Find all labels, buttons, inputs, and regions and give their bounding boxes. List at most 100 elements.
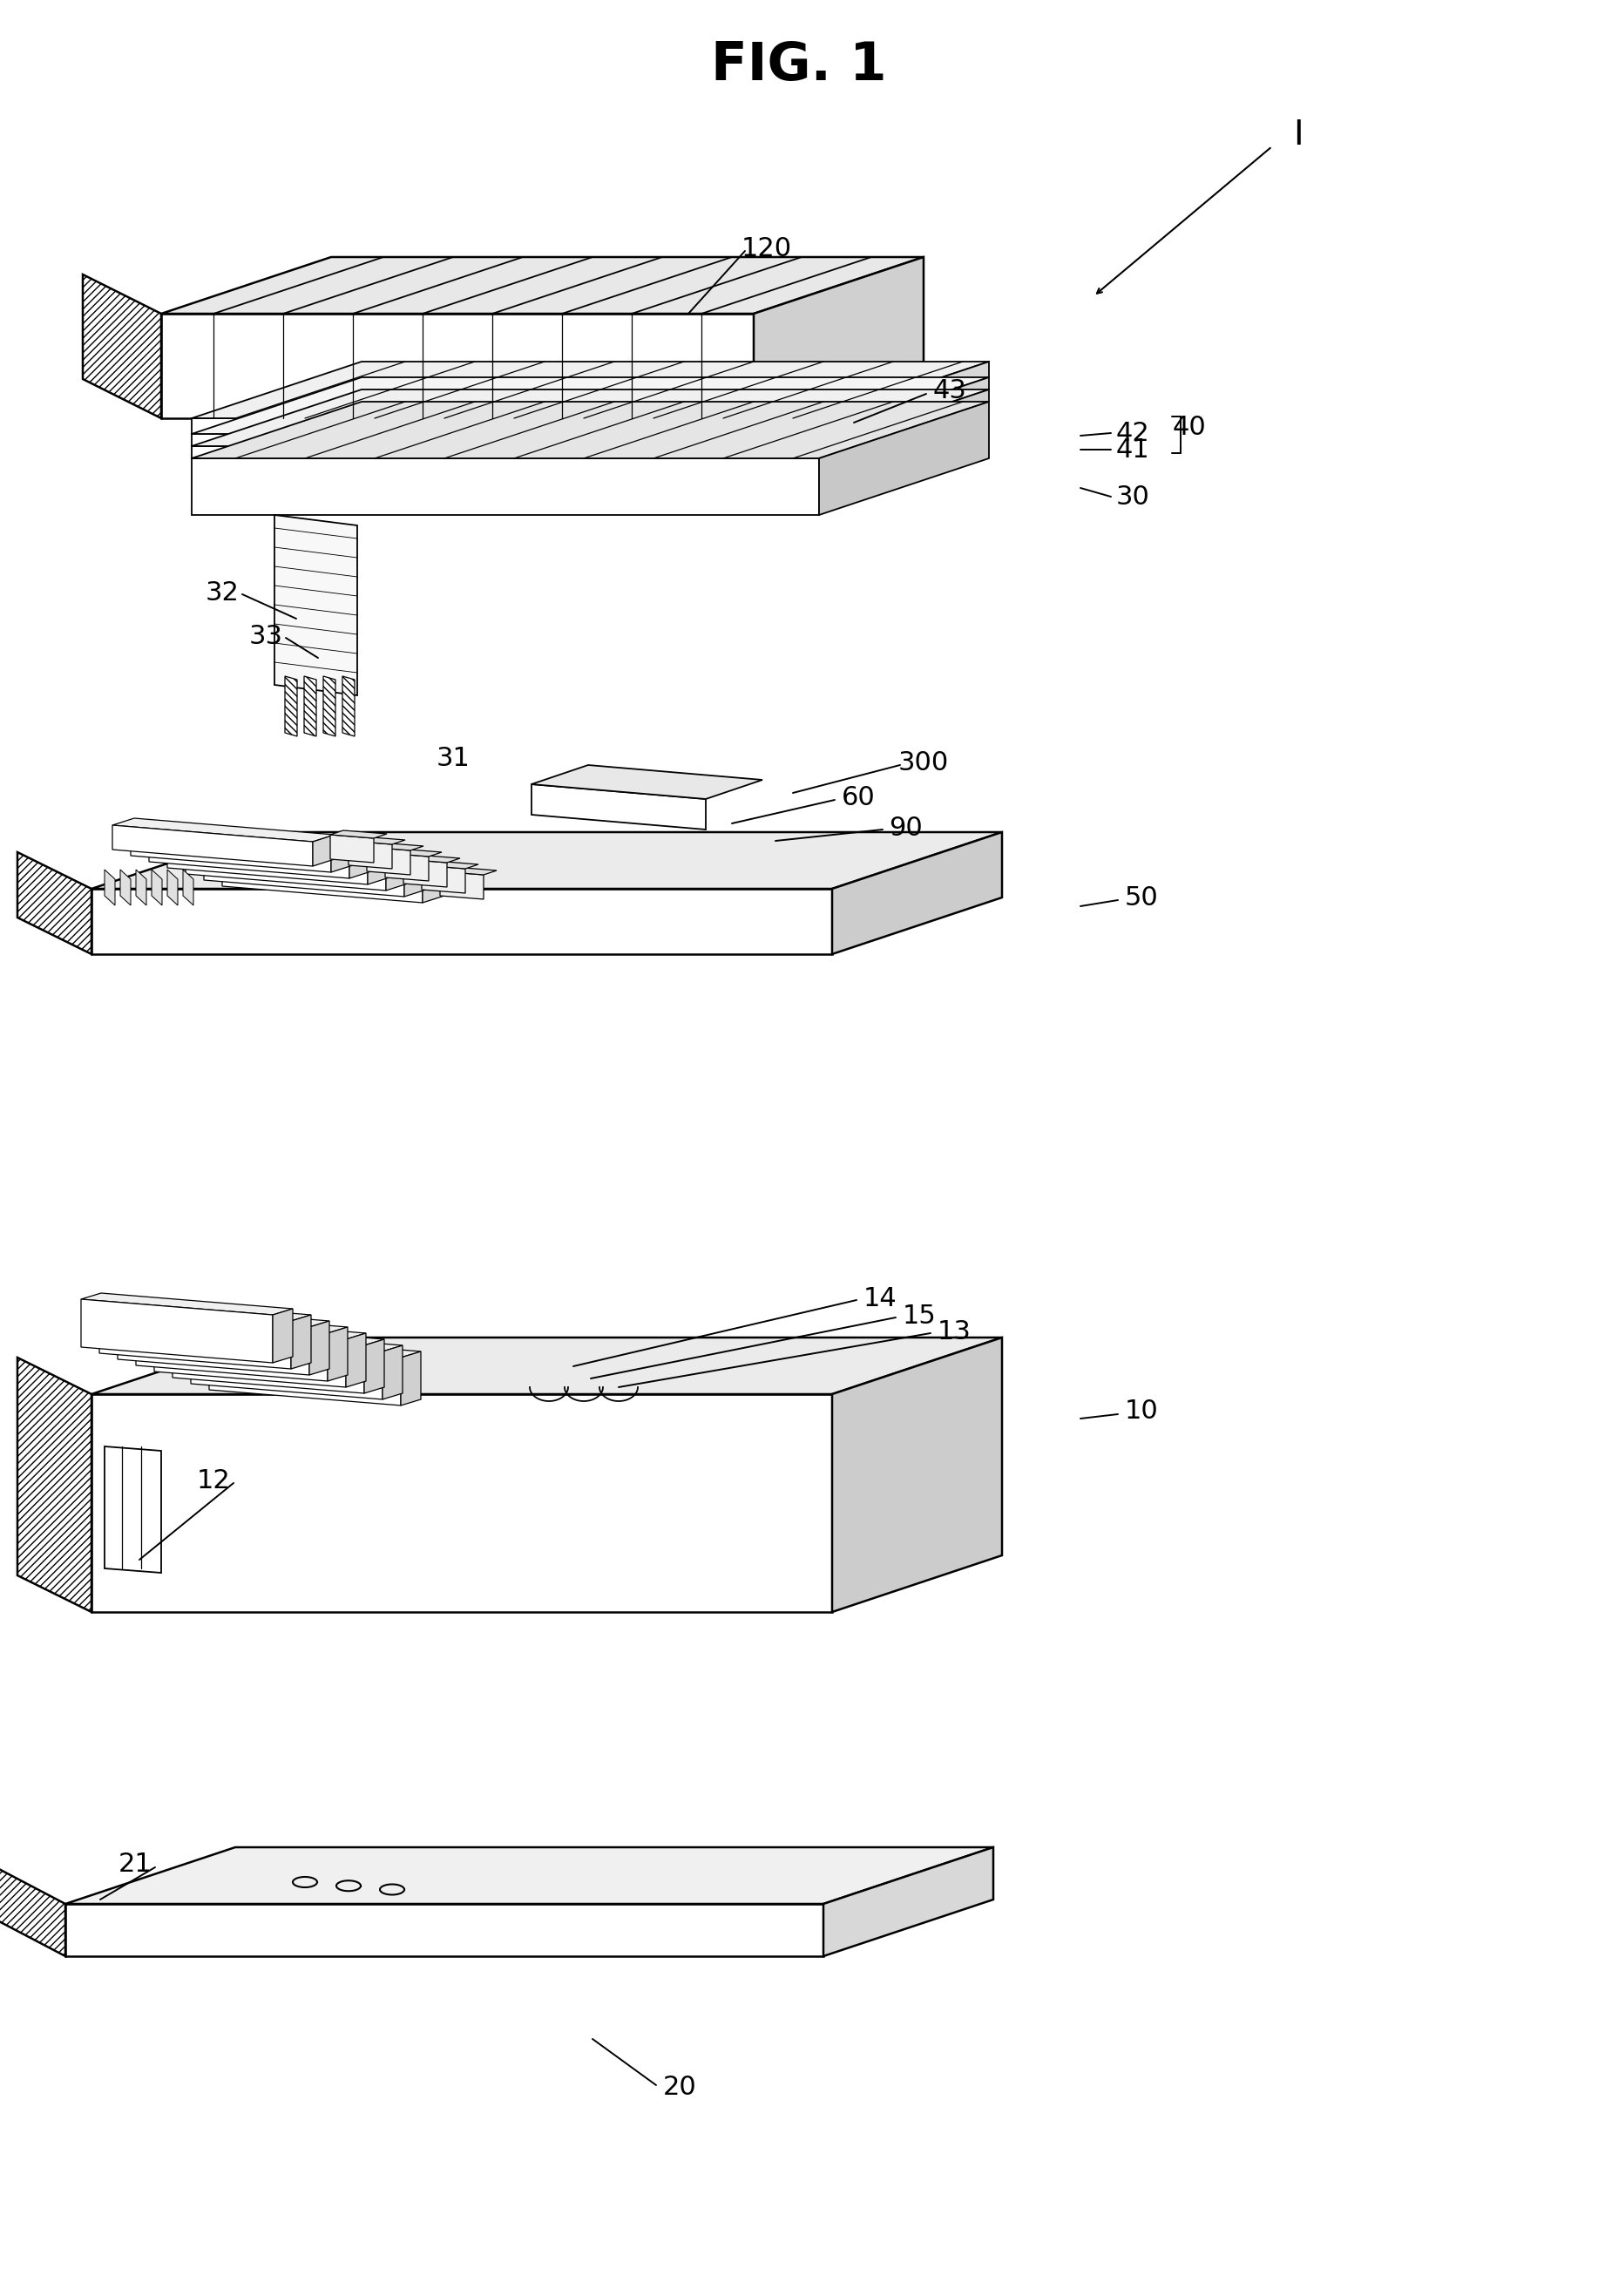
Polygon shape [168,870,177,905]
Polygon shape [120,870,131,905]
Polygon shape [387,859,407,891]
Polygon shape [192,377,989,434]
Text: 41: 41 [1115,436,1149,461]
Polygon shape [192,459,820,514]
Polygon shape [209,1336,420,1357]
Polygon shape [222,854,444,879]
Polygon shape [161,257,924,315]
Polygon shape [382,1345,403,1398]
Polygon shape [350,847,371,879]
Polygon shape [131,824,353,847]
Polygon shape [439,868,497,875]
Polygon shape [81,1293,292,1316]
Text: 32: 32 [205,581,240,606]
Text: 10: 10 [1125,1398,1159,1424]
Polygon shape [112,817,334,843]
Polygon shape [91,1339,1002,1394]
Polygon shape [368,854,390,884]
Polygon shape [820,390,989,459]
Polygon shape [368,843,423,850]
Polygon shape [185,843,407,866]
Text: 21: 21 [118,1853,152,1878]
Polygon shape [348,836,406,845]
Polygon shape [823,1848,994,1956]
Polygon shape [192,360,989,418]
Polygon shape [18,1357,91,1612]
Polygon shape [66,1848,994,1903]
Polygon shape [190,1329,403,1352]
Polygon shape [323,675,336,737]
Polygon shape [184,870,193,905]
Polygon shape [149,831,371,854]
Polygon shape [173,1329,364,1394]
Polygon shape [104,1446,161,1573]
Text: 40: 40 [1173,413,1206,439]
Text: 33: 33 [249,625,283,650]
Polygon shape [83,276,161,418]
Polygon shape [155,1322,345,1387]
Polygon shape [403,854,460,863]
Text: 120: 120 [741,236,793,262]
Polygon shape [168,836,390,861]
Text: 42: 42 [1115,420,1149,445]
Polygon shape [192,434,820,445]
Polygon shape [136,1318,328,1382]
Text: 30: 30 [1115,484,1149,510]
Polygon shape [168,843,368,884]
Polygon shape [833,831,1002,955]
Polygon shape [185,850,387,891]
Polygon shape [820,377,989,445]
Text: FIG. 1: FIG. 1 [711,39,887,92]
Polygon shape [81,1300,273,1364]
Polygon shape [345,1334,366,1387]
Polygon shape [532,785,706,829]
Polygon shape [820,402,989,514]
Polygon shape [205,856,404,898]
Polygon shape [136,870,147,905]
Polygon shape [91,1394,833,1612]
Polygon shape [833,1339,1002,1612]
Polygon shape [192,418,820,434]
Polygon shape [348,840,392,868]
Polygon shape [284,675,297,737]
Text: I: I [1293,119,1304,152]
Polygon shape [820,360,989,434]
Polygon shape [91,889,833,955]
Polygon shape [18,852,91,955]
Text: 90: 90 [890,815,924,840]
Text: 60: 60 [842,785,876,810]
Text: 13: 13 [936,1318,972,1343]
Polygon shape [149,838,350,879]
Polygon shape [273,1309,292,1364]
Polygon shape [422,872,444,902]
Polygon shape [104,870,115,905]
Text: 31: 31 [436,746,470,771]
Text: 15: 15 [903,1304,936,1329]
Polygon shape [112,824,313,866]
Polygon shape [190,1336,382,1398]
Polygon shape [310,1320,329,1375]
Polygon shape [328,1327,348,1382]
Polygon shape [532,765,762,799]
Polygon shape [291,1316,312,1368]
Polygon shape [161,315,754,418]
Polygon shape [422,861,478,868]
Text: 43: 43 [933,379,967,404]
Polygon shape [364,1339,384,1394]
Polygon shape [385,854,428,882]
Polygon shape [99,1306,291,1368]
Polygon shape [342,675,355,737]
Polygon shape [131,831,331,872]
Polygon shape [192,390,989,445]
Polygon shape [192,445,820,459]
Polygon shape [401,1352,420,1405]
Polygon shape [754,257,924,418]
Text: 20: 20 [663,2073,697,2099]
Polygon shape [275,514,358,696]
Polygon shape [0,1867,66,1956]
Polygon shape [152,870,161,905]
Polygon shape [155,1318,366,1339]
Polygon shape [313,836,334,866]
Polygon shape [192,402,989,459]
Polygon shape [209,1341,401,1405]
